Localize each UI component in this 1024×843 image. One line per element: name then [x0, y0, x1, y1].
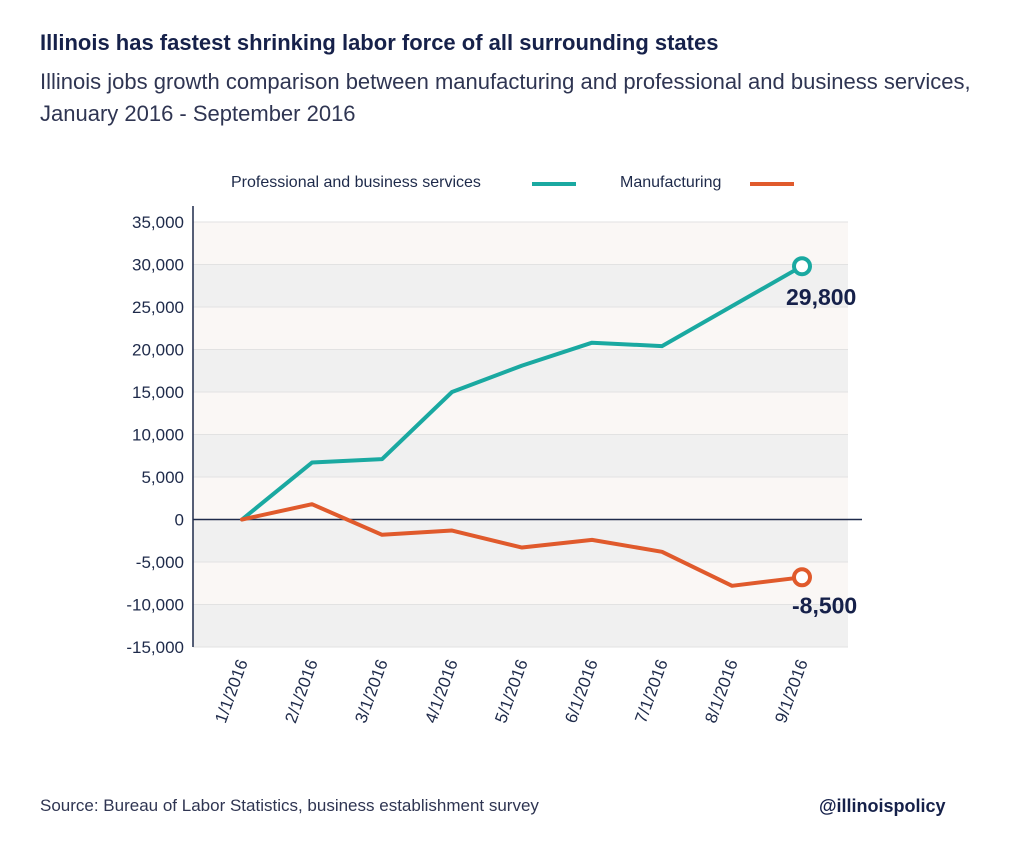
legend-label-manufacturing: Manufacturing	[620, 174, 722, 191]
x-tick-label: 4/1/2016	[421, 657, 461, 726]
source-note: Source: Bureau of Labor Statistics, busi…	[40, 796, 539, 815]
y-tick-label: 30,000	[132, 256, 184, 275]
legend-swatch-professional	[532, 182, 576, 186]
x-tick-label: 7/1/2016	[631, 657, 671, 726]
chart-title: Illinois has fastest shrinking labor for…	[40, 30, 719, 55]
y-tick-label: 25,000	[132, 298, 184, 317]
y-tick-label: -15,000	[126, 638, 184, 657]
plot-band	[193, 392, 848, 435]
y-tick-label: 35,000	[132, 213, 184, 232]
legend-label-professional: Professional and business services	[231, 174, 481, 191]
plot-band	[193, 222, 848, 265]
series-end-marker-0	[792, 256, 812, 277]
y-tick-label: 15,000	[132, 383, 184, 402]
x-tick-label: 9/1/2016	[771, 657, 811, 726]
x-tick-label: 2/1/2016	[281, 657, 321, 726]
y-tick-label: 5,000	[141, 468, 184, 487]
chart-subtitle: Illinois jobs growth comparison between …	[40, 69, 971, 126]
y-tick-label: 0	[175, 511, 184, 530]
plot-band	[193, 519, 848, 562]
data-label-end-1: -8,500	[792, 592, 857, 618]
plot-band	[193, 434, 848, 477]
plot-band	[193, 477, 848, 520]
plot-band	[193, 307, 848, 350]
legend-swatch-manufacturing	[750, 182, 794, 186]
plot-band	[193, 604, 848, 647]
x-tick-label: 6/1/2016	[561, 657, 601, 726]
x-tick-label: 5/1/2016	[491, 657, 531, 726]
x-tick-label: 3/1/2016	[351, 657, 391, 726]
series-line-0	[240, 264, 804, 522]
series-end-marker-1	[792, 567, 812, 588]
x-tick-label: 8/1/2016	[701, 657, 741, 726]
twitter-handle[interactable]: @illinoispolicy	[819, 796, 946, 816]
data-label-end-0: 29,800	[786, 284, 856, 310]
y-tick-label: -5,000	[136, 553, 184, 572]
plot-band	[193, 349, 848, 392]
plot-band	[193, 264, 848, 307]
y-tick-label: 10,000	[132, 426, 184, 445]
y-tick-label: -10,000	[126, 596, 184, 615]
y-tick-label: 20,000	[132, 341, 184, 360]
x-tick-label: 1/1/2016	[211, 657, 251, 726]
series-line-1	[240, 502, 804, 588]
